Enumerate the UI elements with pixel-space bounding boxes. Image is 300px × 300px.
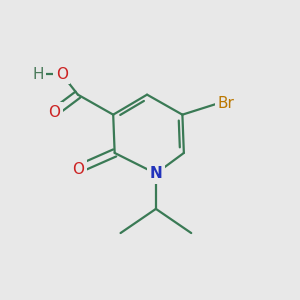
Text: O: O — [72, 162, 84, 177]
Text: N: N — [149, 166, 162, 181]
Text: O: O — [48, 105, 60, 120]
Text: Br: Br — [218, 96, 235, 111]
Text: H: H — [32, 67, 44, 82]
Text: O: O — [56, 67, 68, 82]
